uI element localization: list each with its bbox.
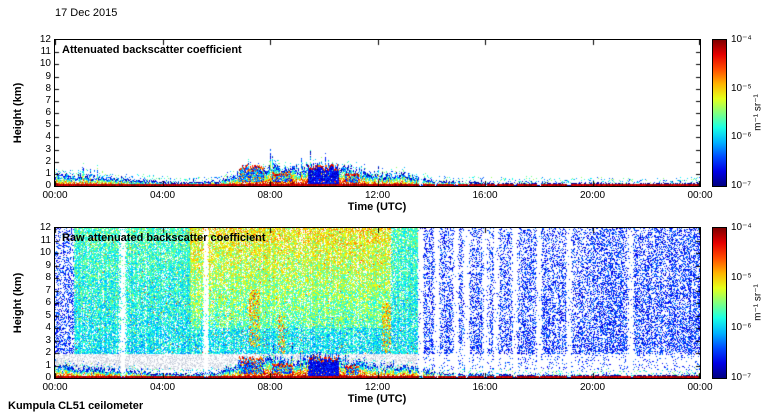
y-tick-label: 5 [45,119,51,131]
y-tick-label: 9 [45,70,51,82]
y-tick-label: 4 [45,131,51,143]
colorbar [712,227,727,379]
x-tick-label: 08:00 [257,382,283,393]
x-tick-label: 08:00 [257,190,283,201]
y-tick-label: 6 [45,297,51,308]
colorbar-tick-label: 10⁻⁴ [731,222,752,233]
y-tick-label: 3 [45,334,51,346]
x-tick-label: 00:00 [687,190,713,201]
colorbar-tick-label: 10⁻⁶ [731,322,752,333]
y-tick-label: 11 [40,46,51,58]
x-axis-label: Time (UTC) [347,393,407,405]
x-tick-label: 16:00 [472,190,498,201]
colorbar-unit-label: m⁻¹ sr⁻¹ [752,94,764,131]
y-tick-label: 7 [45,94,51,106]
x-tick-label: 00:00 [42,382,68,393]
attenuated-backscatter-panel: Attenuated backscatter coefficient [54,39,701,187]
raw-backscatter-heatmap [55,228,700,378]
y-tick-label: 1 [45,167,51,179]
y-tick-label: 0 [45,180,51,191]
y-tick-label: 12 [39,34,51,45]
y-tick-label: 2 [45,155,51,167]
panel-title-attenuated: Attenuated backscatter coefficient [62,44,242,56]
y-tick-label: 9 [45,259,51,271]
colorbar-unit-label: m⁻¹ sr⁻¹ [752,284,764,321]
x-axis-label: Time (UTC) [347,201,407,213]
colorbar-gradient [713,228,726,378]
x-tick-label: 04:00 [149,382,176,393]
y-tick-label: 3 [45,143,51,155]
panel-title-raw: Raw attenuated backscatter coefficient [62,232,266,244]
x-tick-label: 20:00 [579,382,606,393]
x-tick-label: 16:00 [472,382,498,393]
x-tick-label: 00:00 [42,190,68,201]
x-tick-label: 04:00 [149,190,176,201]
y-tick-label: 2 [45,347,51,358]
x-tick-label: 12:00 [364,190,391,201]
y-tick-label: 7 [45,284,51,296]
attenuated-backscatter-heatmap [55,40,700,186]
y-tick-label: 6 [45,107,51,118]
y-tick-label: 5 [45,309,51,321]
colorbar [712,39,727,187]
date-label: 17 Dec 2015 [55,7,118,19]
colorbar-tick-label: 10⁻⁵ [731,272,752,283]
colorbar-tick-label: 10⁻⁷ [731,180,752,191]
y-tick-label: 12 [39,222,51,233]
y-tick-label: 4 [45,322,51,333]
colorbar-tick-label: 10⁻⁴ [731,34,752,45]
raw-backscatter-panel: Raw attenuated backscatter coefficient [54,227,701,379]
y-tick-label: 11 [40,234,51,246]
y-tick-label: 10 [39,247,51,258]
y-tick-label: 1 [45,359,51,371]
y-tick-label: 8 [45,82,51,94]
colorbar-gradient [713,40,726,186]
y-tick-label: 10 [39,58,51,70]
x-tick-label: 20:00 [579,190,606,201]
x-tick-label: 00:00 [687,382,713,393]
colorbar-tick-label: 10⁻⁵ [731,82,752,94]
colorbar-tick-label: 10⁻⁶ [731,131,752,143]
x-tick-label: 12:00 [364,382,391,393]
instrument-label: Kumpula CL51 ceilometer [8,400,144,412]
y-tick-label: 8 [45,272,51,283]
colorbar-tick-label: 10⁻⁷ [731,372,752,383]
y-tick-label: 0 [45,372,51,383]
